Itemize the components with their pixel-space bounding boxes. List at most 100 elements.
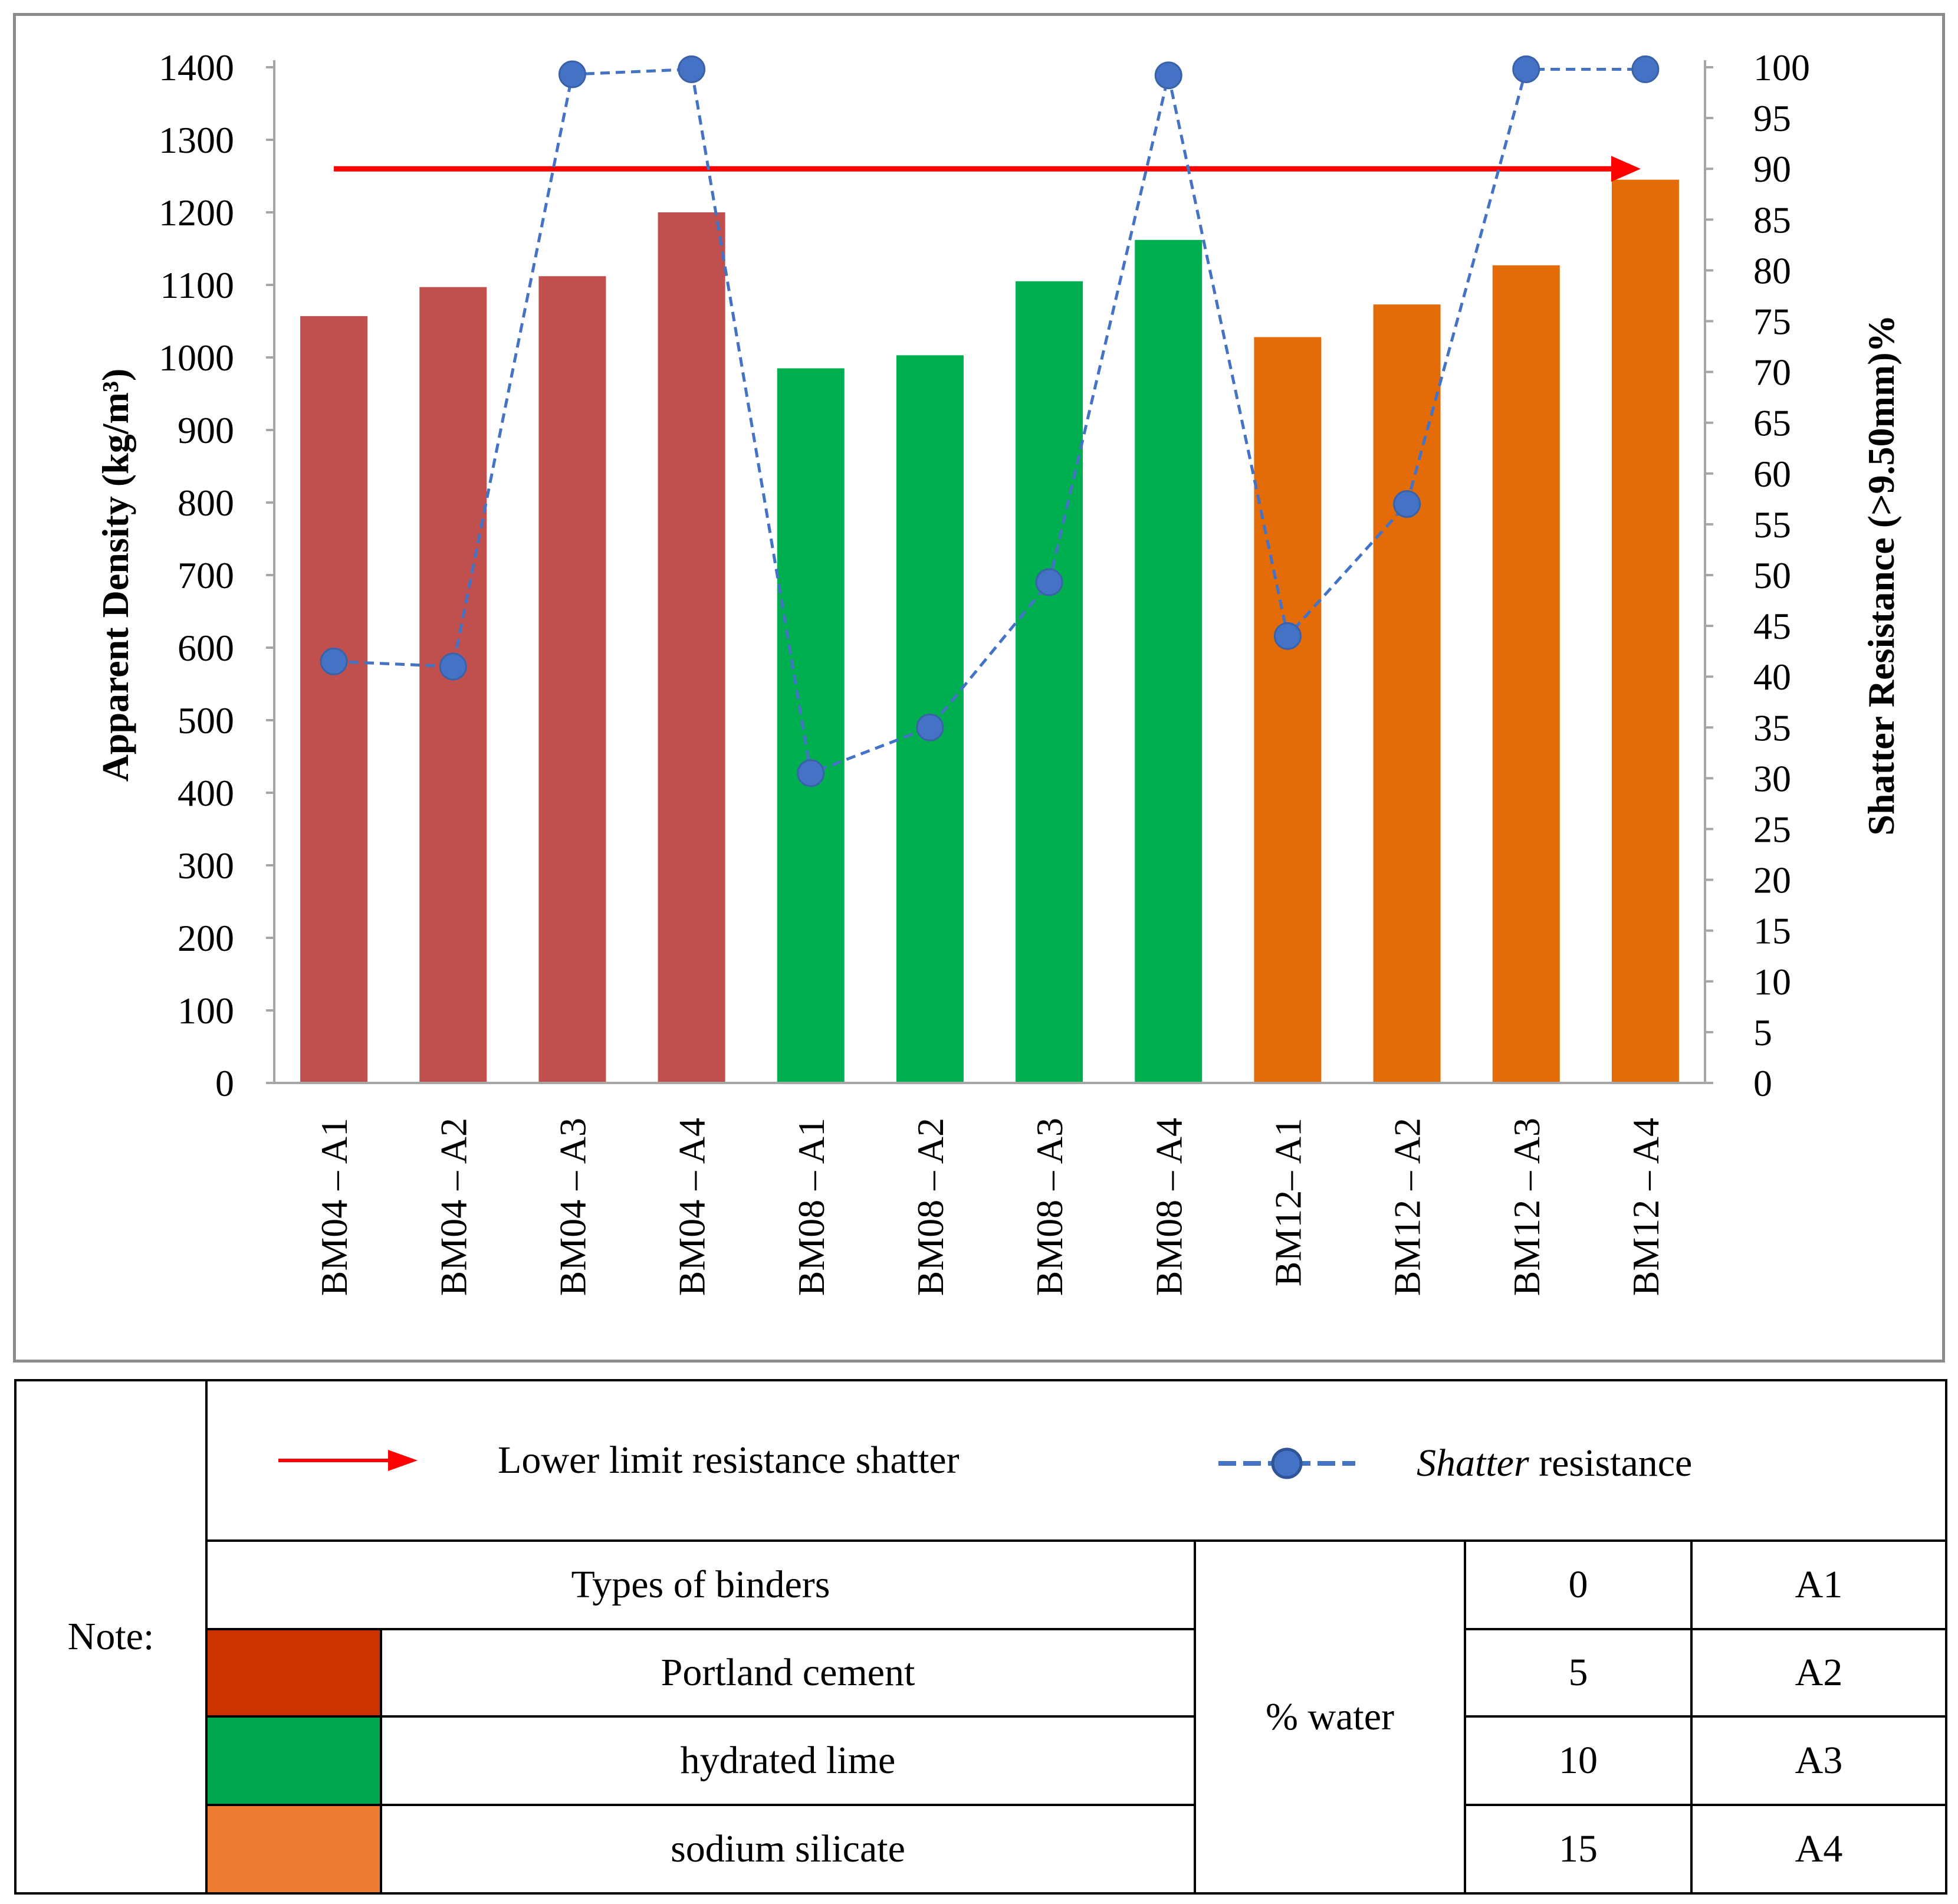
y-right-tick-label: 10 [1753, 961, 1791, 1003]
note-table: Note: Lower limit resistance shatter Sha… [14, 1379, 1948, 1895]
y-left-tick-label: 1000 [159, 337, 234, 379]
y-right-tick-label: 25 [1753, 809, 1791, 851]
shatter-point [1154, 61, 1182, 90]
y-right-tick-label: 100 [1753, 47, 1810, 88]
y-right-tick-label: 50 [1753, 554, 1791, 596]
water-value: 0 [1464, 1539, 1693, 1630]
shatter-point [1631, 55, 1660, 83]
shatter-point [678, 55, 706, 83]
y-left-tick-label: 400 [178, 772, 234, 814]
legend-threshold-label: Lower limit resistance shatter [498, 1439, 960, 1482]
x-tick-label: BM04 – A3 [551, 1118, 593, 1296]
y-right-tick-label: 70 [1753, 352, 1791, 393]
legend-shatter-label: Shatter resistance [1417, 1442, 1693, 1485]
y-left-tick-label: 1300 [159, 119, 234, 161]
y-left-tick-label: 100 [178, 990, 234, 1032]
y-right-tick-label: 60 [1753, 453, 1791, 495]
y-right-tick-label: 85 [1753, 199, 1791, 241]
water-code: A1 [1690, 1539, 1948, 1630]
y-left-tick-label: 500 [178, 700, 234, 741]
water-code: A2 [1690, 1628, 1948, 1718]
bar [1373, 304, 1441, 1083]
bar [538, 276, 606, 1083]
bar [1254, 337, 1322, 1083]
shatter-line [333, 67, 1645, 776]
x-tick-label: BM04 – A2 [432, 1118, 474, 1296]
bar [1135, 239, 1203, 1083]
water-code: A3 [1690, 1715, 1948, 1806]
x-tick-label: BM04 – A1 [313, 1118, 355, 1296]
x-tick-label: BM12– A1 [1267, 1118, 1309, 1286]
y-right-tick-label: 35 [1753, 707, 1791, 749]
combo-chart: 0100200300400500600700800900100011001200… [94, 47, 1902, 1296]
threshold-arrowhead [1611, 156, 1641, 182]
bar [419, 287, 487, 1084]
x-tick-label: BM08 – A3 [1029, 1118, 1070, 1296]
y-left-tick-label: 900 [178, 409, 234, 451]
x-tick-label: BM04 – A4 [671, 1118, 713, 1296]
binder-portland-cement: Portland cement [380, 1628, 1196, 1718]
shatter-point [439, 652, 467, 681]
water-value: 5 [1464, 1628, 1693, 1718]
y-right-tick-label: 5 [1753, 1012, 1772, 1053]
y-left-tick-label: 1200 [159, 192, 234, 234]
bar [1016, 281, 1083, 1084]
shatter-point [320, 647, 348, 675]
x-tick-label: BM08 – A2 [909, 1118, 951, 1296]
y-right-tick-label: 0 [1753, 1062, 1772, 1104]
swatch-sodium-silicate [205, 1804, 382, 1895]
shatter-point [1512, 55, 1540, 83]
shatter-point [916, 713, 944, 741]
x-tick-label: BM12 – A3 [1506, 1118, 1548, 1296]
water-value: 10 [1464, 1715, 1693, 1806]
y-right-tick-label: 95 [1753, 97, 1791, 139]
y-right-tick-label: 65 [1753, 402, 1791, 444]
x-tick-label: BM08 – A1 [790, 1118, 832, 1296]
bar [1611, 179, 1679, 1083]
dashed-marker-line-icon [1218, 1447, 1355, 1479]
legend-threshold: Lower limit resistance shatter [278, 1438, 960, 1483]
water-label: % water [1194, 1539, 1466, 1895]
y-left-tick-label: 1100 [160, 264, 234, 306]
y-left-tick-label: 0 [215, 1062, 234, 1104]
shatter-point [558, 60, 586, 88]
binders-header: Types of binders [205, 1539, 1196, 1630]
y-left-tick-label: 200 [178, 917, 234, 959]
y-left-tick-label: 800 [178, 482, 234, 524]
legend-shatter: Shatter resistance [1216, 1441, 1692, 1486]
y-left-tick-label: 600 [178, 627, 234, 669]
water-value: 15 [1464, 1804, 1693, 1895]
note-label: Note: [14, 1379, 208, 1895]
y-right-tick-label: 30 [1753, 757, 1791, 799]
shatter-point [797, 759, 825, 787]
legend-cell: Lower limit resistance shatter Shatter r… [205, 1379, 1948, 1542]
y-right-tick-label: 80 [1753, 250, 1791, 291]
chart-frame: 0 100 200 300 400 500 600 700 800 900 1000 1100 1200… [13, 13, 1945, 1363]
red-arrow-icon [278, 1450, 418, 1471]
y-right-title: Shatter Resistance (>9.50mm)% [1860, 314, 1902, 835]
y-right-tick-label: 75 [1753, 301, 1791, 343]
water-code: A4 [1690, 1804, 1948, 1895]
y-right-tick-label: 40 [1753, 656, 1791, 698]
bar [777, 368, 845, 1084]
swatch-hydrated-lime [205, 1715, 382, 1806]
bar [1492, 265, 1560, 1083]
y-right-tick-label: 90 [1753, 148, 1791, 190]
y-right-tick-label: 55 [1753, 504, 1791, 546]
y-left-title: Apparent Density (kg/m³) [94, 369, 136, 782]
shatter-point [1273, 622, 1302, 650]
x-tick-label: BM12 – A4 [1625, 1118, 1667, 1296]
binder-hydrated-lime: hydrated lime [380, 1715, 1196, 1806]
y-right-tick-label: 45 [1753, 605, 1791, 647]
x-tick-label: BM08 – A4 [1148, 1118, 1190, 1296]
x-tick-label: BM12 – A2 [1387, 1118, 1428, 1296]
y-left-tick-label: 700 [178, 554, 234, 596]
y-right-tick-label: 20 [1753, 859, 1791, 901]
y-left-tick-label: 1400 [159, 47, 234, 88]
y-right-tick-label: 15 [1753, 910, 1791, 952]
y-left-tick-label: 300 [178, 845, 234, 887]
bar [300, 316, 368, 1083]
swatch-portland-cement [205, 1628, 382, 1718]
shatter-point [1035, 568, 1063, 596]
shatter-point [1393, 490, 1421, 518]
